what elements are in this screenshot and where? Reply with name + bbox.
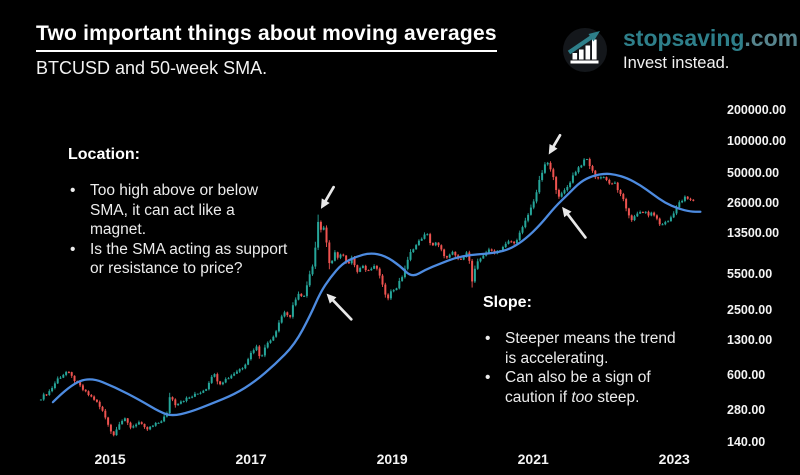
location-bullet-1: • Too high above or below SMA, it can ac… [68, 181, 313, 240]
x-tick-label: 2017 [235, 451, 267, 467]
brand-tagline: Invest instead. [623, 54, 730, 72]
slope-bullet-2-suffix: steep. [592, 388, 640, 406]
x-tick-label: 2021 [517, 451, 549, 467]
location-bullet-2: • Is the SMA acting as support or resist… [68, 240, 313, 279]
slope-bullet-2-text: Can also be a sign of caution if too ste… [505, 369, 651, 406]
x-tick-label: 2015 [94, 451, 126, 467]
slope-bullet-2: • Can also be a sign of caution if too s… [483, 368, 708, 407]
slope-bullet-2-italic-word: too [571, 388, 593, 406]
y-tick-label: 13500.00 [727, 225, 780, 240]
y-tick-label: 140.00 [727, 434, 766, 449]
y-tick-label: 2500.00 [727, 302, 773, 317]
bar-chart-logo-icon [563, 27, 607, 72]
y-tick-label: 1300.00 [727, 332, 773, 347]
location-annotation: Location: • Too high above or below SMA,… [68, 146, 313, 279]
y-tick-label: 100000.00 [727, 134, 787, 149]
x-tick-label: 2023 [658, 451, 690, 467]
y-tick-label: 600.00 [727, 367, 766, 382]
brand-tld: .com [744, 25, 799, 51]
brand-name: stopsaving [623, 25, 745, 51]
bullet-icon: • [485, 330, 491, 347]
y-tick-label: 280.00 [727, 402, 766, 417]
location-bullets: • Too high above or below SMA, it can ac… [68, 181, 313, 279]
brand-logo: stopsaving.com Invest instead. [562, 26, 798, 73]
page-title: Two important things about moving averag… [36, 22, 497, 52]
brand-text: stopsaving.com Invest instead. [623, 26, 798, 73]
y-tick-label: 50000.00 [727, 165, 780, 180]
header: Two important things about moving averag… [36, 22, 497, 79]
slope-bullet-2-prefix: Can also be a sign of caution if [505, 369, 651, 406]
location-bullet-2-text: Is the SMA acting as support or resistan… [90, 240, 288, 278]
brand-name-line: stopsaving.com [623, 26, 798, 51]
y-tick-label: 5500.00 [727, 266, 773, 281]
page-subtitle: BTCUSD and 50-week SMA. [36, 58, 268, 78]
y-tick-label: 26000.00 [727, 195, 780, 210]
location-bullet-1-text: Too high above or below SMA, it can act … [90, 182, 259, 238]
location-title: Location: [68, 146, 140, 163]
slope-title: Slope: [483, 294, 532, 311]
slope-bullet-1-text: Steeper means the trend is accelerating. [505, 330, 676, 367]
x-tick-label: 2019 [376, 451, 408, 467]
bullet-icon: • [70, 240, 76, 258]
y-tick-label: 200000.00 [727, 102, 787, 117]
bullet-icon: • [70, 182, 76, 199]
slope-bullet-1: • Steeper means the trend is acceleratin… [483, 329, 708, 368]
bullet-icon: • [485, 369, 491, 386]
slope-annotation: Slope: • Steeper means the trend is acce… [483, 294, 708, 407]
slope-bullets: • Steeper means the trend is acceleratin… [483, 329, 708, 407]
